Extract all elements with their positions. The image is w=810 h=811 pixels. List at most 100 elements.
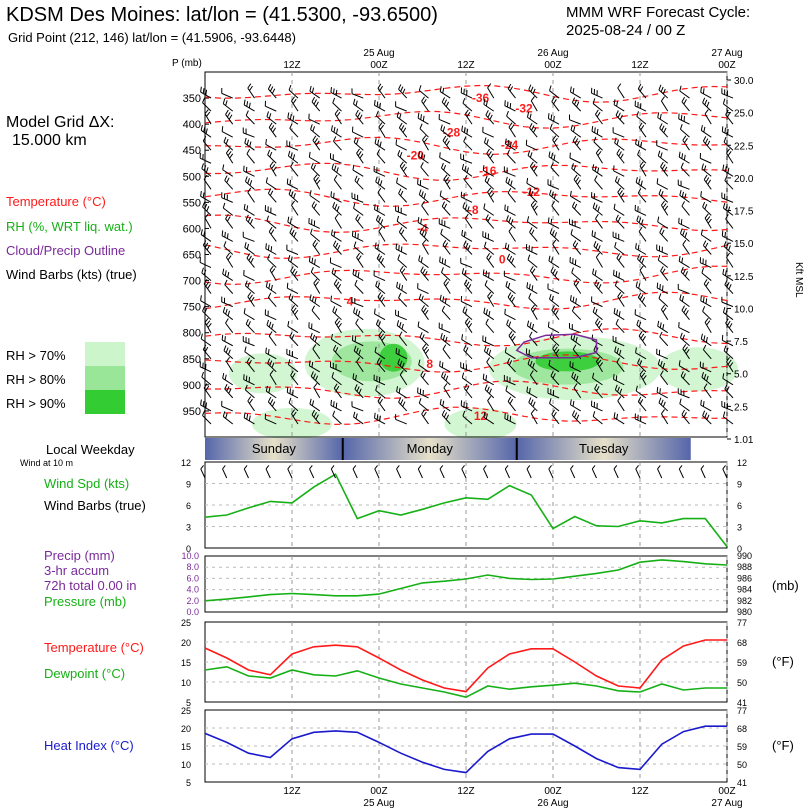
wind-barb-flag [335,385,340,391]
temp-tick-right: 68 [737,638,747,648]
wind-barb-flag [267,206,269,212]
wind-barb-staff [702,349,712,360]
wind-barb [221,126,233,138]
wind-barb-flag [378,122,383,128]
wind-barb-staff [636,220,647,229]
wind-barb-flag [286,244,288,251]
wind-barb-flag [553,346,558,352]
isotherm-label: -8 [468,203,479,217]
wind-barb [548,255,560,268]
wind-barb-staff [332,415,342,425]
wind-barb-staff [528,402,538,412]
wind-barb-flag [395,101,397,107]
wind-barb [634,100,647,112]
wind-barb-staff [395,352,407,360]
wind-barb [310,266,321,281]
wind-barb-flag [357,255,362,261]
wind-barb-flag [310,124,313,130]
wind-barb-flag [204,109,209,115]
wind-barb [309,294,321,308]
wind-barb-flag [506,376,508,382]
wind-barb-flag [381,296,385,303]
wind-barb-staff [660,413,669,425]
surface-barb-flag [504,465,509,470]
wind-barb [460,362,473,373]
wind-barb-staff [419,128,429,138]
wind-barb [221,230,233,242]
wind-barb-staff [550,271,560,281]
wind-barb [485,318,495,334]
wind-barb-flag [724,175,728,181]
wind-barb-staff [678,184,690,190]
wind-barb-flag [510,124,515,130]
p-tick-label: 450 [183,145,201,157]
wind-barb-flag [597,245,601,251]
wind-barb-flag [547,387,549,394]
surface-wind-barb [483,465,489,479]
wind-barb-flag [443,412,448,418]
wind-barb-flag [395,309,397,316]
wind-barb-flag [336,206,340,212]
wind-barb-staff [461,339,473,347]
wind-barb-flag [374,412,376,419]
surface-barb-flag [222,465,226,470]
wind-barb [549,293,560,308]
wind-barb-flag [288,397,292,404]
wind-barb-flag [444,138,449,144]
wind-barb [616,357,625,373]
wind-barb [376,357,386,373]
wind-barb-flag [287,359,291,365]
wind-barb [636,215,647,229]
wind-barb-flag [640,180,643,186]
wind-barb [417,178,429,190]
forecast-cycle-time: 2025-08-24 / 00 Z [566,22,686,39]
wind-barb-flag [441,409,446,416]
wind-barb-flag [289,179,291,186]
wind-barb-flag [509,398,514,405]
wind-barb-staff [569,261,581,268]
wind-barb-flag [702,362,704,369]
wind-barb-flag [598,323,603,329]
wind-barb-staff [572,140,582,151]
wind-barb-staff [310,271,321,281]
wind-barb-flag [290,266,294,272]
wind-barb-staff [529,270,538,281]
wind-barb-staff [353,312,364,321]
wind-barb [635,243,647,255]
wind-barb [264,205,277,216]
wind-barb-flag [702,201,706,208]
wind-barb-flag [351,296,353,303]
wind-barb-flag [702,401,705,407]
wind-barb-staff [246,257,255,268]
wind-barb-flag [245,110,249,116]
wind-barb-staff [378,126,386,138]
wind-barb [659,123,669,138]
wind-barb [660,409,669,425]
wind-barb-staff [484,389,495,399]
wind-barb-flag [311,96,316,103]
wind-barb-flag [594,270,597,276]
surface-barb-staff [613,468,619,479]
wind-barb [568,323,581,334]
wind-barb-flag [224,270,227,276]
wind-barb-flag [445,414,450,420]
wind-barb [612,127,625,138]
wind-barb-flag [728,245,731,251]
wind-barb-flag [705,337,708,343]
wind-barb-staff [288,259,299,268]
wind-barb-flag [550,388,552,395]
wind-barb-flag [726,403,728,409]
p-tick-label: 500 [183,171,201,183]
wind-barb-flag [438,114,440,120]
wind-barb [333,344,342,360]
wind-barb [267,149,277,164]
pressure-tick-right: 990 [737,551,752,561]
wind-barb [202,136,212,151]
wind-barb [724,175,734,190]
wind-barb-flag [508,226,513,232]
wind-barb-flag [250,257,254,264]
wind-barb-flag [466,167,469,173]
rh-shade-5 [444,407,517,440]
wind-barb-flag [314,281,319,287]
wind-barb-flag [704,109,709,115]
